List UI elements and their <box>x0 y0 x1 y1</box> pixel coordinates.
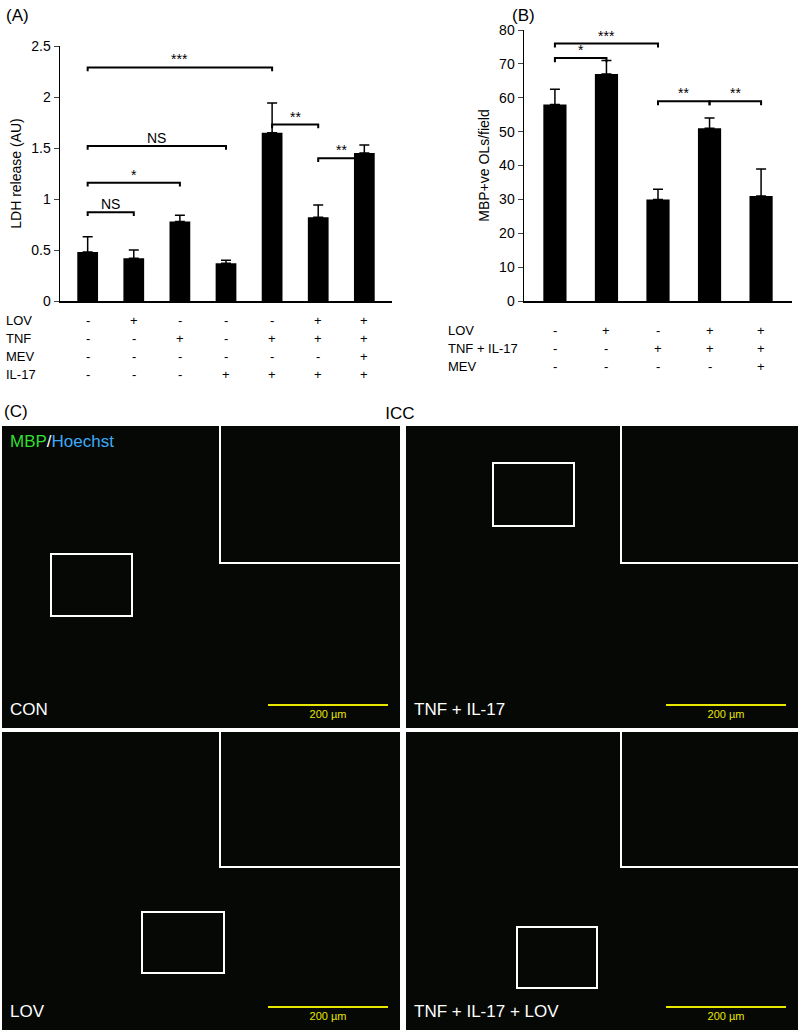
svg-text:80: 80 <box>499 22 515 38</box>
svg-text:LDH release (AU): LDH release (AU) <box>8 118 24 228</box>
svg-text:+: + <box>176 331 184 346</box>
svg-text:TNF: TNF <box>6 331 31 346</box>
svg-text:-: - <box>86 313 90 328</box>
html-text:CON: CON <box>10 700 48 719</box>
svg-text:(B): (B) <box>512 6 535 25</box>
svg-text:NS: NS <box>101 196 120 212</box>
svg-text:**: ** <box>730 85 741 101</box>
svg-text:+: + <box>757 359 765 374</box>
svg-text:2: 2 <box>43 89 51 105</box>
svg-text:+: + <box>314 367 322 382</box>
svg-text:+: + <box>757 323 765 338</box>
svg-text:+: + <box>360 367 368 382</box>
svg-text:+: + <box>314 331 322 346</box>
svg-text:+: + <box>757 341 765 356</box>
svg-text:-: - <box>656 323 660 338</box>
svg-text:(A): (A) <box>6 6 29 25</box>
html-text:LOV: LOV <box>10 1002 44 1021</box>
svg-text:30: 30 <box>499 191 515 207</box>
svg-text:+: + <box>654 341 662 356</box>
svg-text:-: - <box>224 313 228 328</box>
svg-text:-: - <box>604 359 608 374</box>
html-text:TNF + IL-17 + LOV: TNF + IL-17 + LOV <box>414 1002 559 1021</box>
svg-text:-: - <box>604 341 608 356</box>
svg-text:-: - <box>224 331 228 346</box>
html-text:200 µm: 200 µm <box>309 1010 347 1022</box>
svg-text:50: 50 <box>499 124 515 140</box>
svg-text:+: + <box>360 349 368 364</box>
svg-text:+: + <box>706 323 714 338</box>
svg-text:20: 20 <box>499 225 515 241</box>
svg-text:70: 70 <box>499 56 515 72</box>
svg-text:0.5: 0.5 <box>31 242 51 258</box>
svg-text:LOV: LOV <box>6 313 32 328</box>
svg-text:40: 40 <box>499 157 515 173</box>
svg-text:-: - <box>132 367 136 382</box>
html-text:200 µm: 200 µm <box>309 708 347 720</box>
svg-text:-: - <box>132 349 136 364</box>
svg-text:-: - <box>86 367 90 382</box>
svg-text:+: + <box>360 331 368 346</box>
svg-text:2.5: 2.5 <box>31 38 51 54</box>
svg-text:-: - <box>316 349 320 364</box>
svg-text:-: - <box>178 349 182 364</box>
svg-text:-: - <box>270 349 274 364</box>
svg-text:LOV: LOV <box>448 323 474 338</box>
svg-text:-: - <box>224 349 228 364</box>
svg-text:-: - <box>553 359 557 374</box>
svg-text:0: 0 <box>43 293 51 309</box>
svg-text:**: ** <box>290 109 301 125</box>
svg-text:-: - <box>132 331 136 346</box>
svg-text:MEV: MEV <box>448 359 477 374</box>
svg-text:-: - <box>86 349 90 364</box>
svg-text:+: + <box>268 367 276 382</box>
svg-text:+: + <box>314 313 322 328</box>
svg-text:**: ** <box>336 142 347 158</box>
svg-text:+: + <box>360 313 368 328</box>
svg-text:1.5: 1.5 <box>31 140 51 156</box>
svg-text:-: - <box>270 313 274 328</box>
svg-text:+: + <box>706 341 714 356</box>
svg-text:-: - <box>178 367 182 382</box>
svg-text:**: ** <box>678 85 689 101</box>
html-text:TNF + IL-17: TNF + IL-17 <box>414 700 506 719</box>
svg-text:***: *** <box>171 51 188 67</box>
svg-text:60: 60 <box>499 90 515 106</box>
svg-text:NS: NS <box>147 130 166 146</box>
svg-text:-: - <box>178 313 182 328</box>
svg-text:-: - <box>86 331 90 346</box>
svg-text:*: * <box>131 167 137 183</box>
svg-text:0: 0 <box>507 293 515 309</box>
svg-text:-: - <box>708 359 712 374</box>
svg-text:+: + <box>130 313 138 328</box>
svg-text:-: - <box>553 323 557 338</box>
svg-text:1: 1 <box>43 191 51 207</box>
svg-text:+: + <box>268 331 276 346</box>
svg-text:MEV: MEV <box>6 349 35 364</box>
html-text:MBP / Hoechst: MBP / Hoechst <box>10 432 114 451</box>
svg-text:IL-17: IL-17 <box>6 367 36 382</box>
svg-text:10: 10 <box>499 259 515 275</box>
svg-text:***: *** <box>598 28 615 44</box>
svg-text:-: - <box>553 341 557 356</box>
html-text:(C): (C) <box>4 402 28 421</box>
svg-text:+: + <box>222 367 230 382</box>
svg-text:-: - <box>656 359 660 374</box>
svg-text:MBP+ve OLs/field: MBP+ve OLs/field <box>476 109 492 221</box>
html-text:200 µm: 200 µm <box>707 1010 745 1022</box>
html-text:200 µm: 200 µm <box>707 708 745 720</box>
html-text:ICC: ICC <box>385 404 415 423</box>
svg-text:+: + <box>602 323 610 338</box>
svg-text:TNF + IL-17: TNF + IL-17 <box>448 341 518 356</box>
svg-text:*: * <box>578 42 584 58</box>
